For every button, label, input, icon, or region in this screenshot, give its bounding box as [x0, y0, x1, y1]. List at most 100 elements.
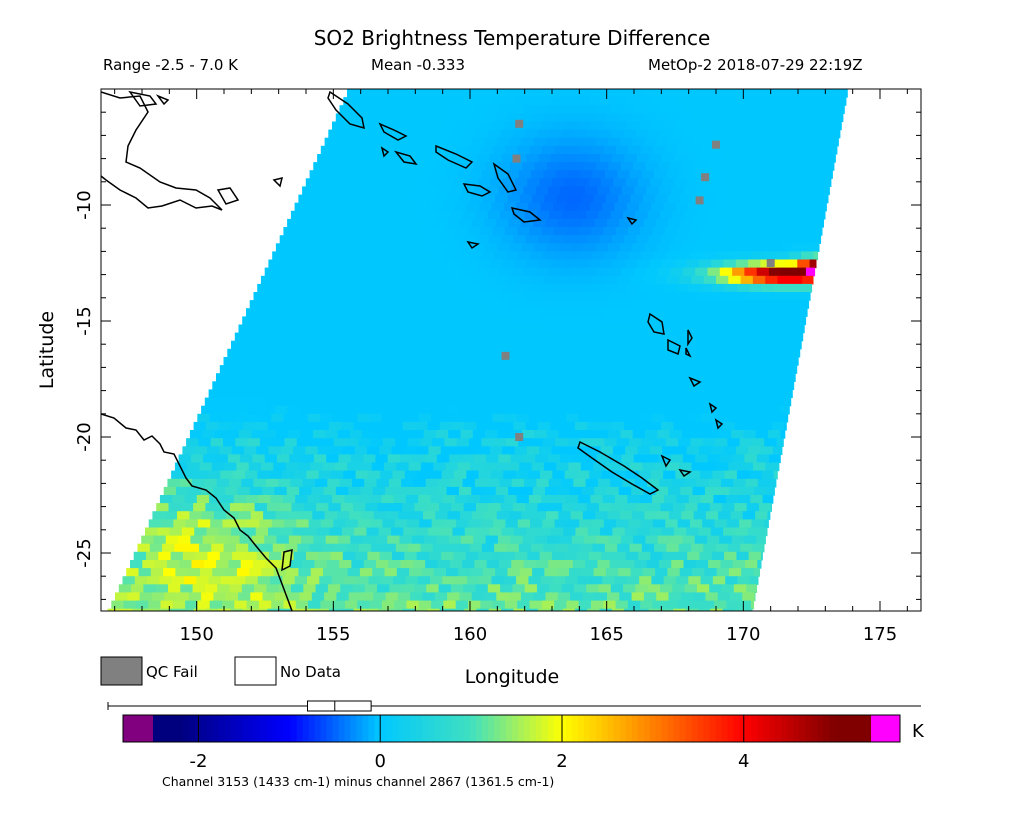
- heatmap-cell: [615, 413, 629, 423]
- heatmap-cell: [427, 340, 441, 350]
- coastline-new-guinea: [101, 91, 223, 211]
- heatmap-cell: [410, 324, 424, 334]
- heatmap-cell: [797, 259, 811, 269]
- heatmap-cell: [683, 105, 697, 114]
- heatmap-cell: [737, 389, 751, 399]
- heatmap-cell: [245, 576, 259, 585]
- heatmap-cell: [542, 332, 556, 342]
- heatmap-cell: [756, 454, 770, 464]
- heatmap-cell: [166, 560, 180, 569]
- heatmap-cell: [408, 543, 421, 553]
- heatmap-cell: [497, 162, 511, 171]
- heatmap-cell: [600, 527, 613, 537]
- heatmap-cell: [427, 421, 441, 431]
- heatmap-cell: [605, 381, 619, 390]
- heatmap-cell: [833, 154, 836, 163]
- heatmap-cell: [384, 381, 398, 390]
- heatmap-cell: [448, 243, 461, 252]
- range-text: Range -2.5 - 7.0 K: [103, 56, 238, 74]
- heatmap-cell: [700, 576, 714, 585]
- heatmap-cell: [507, 381, 521, 390]
- heatmap-cell: [683, 186, 697, 196]
- heatmap-cell: [455, 121, 468, 131]
- heatmap-cell: [555, 438, 568, 447]
- heatmap-cell: [503, 202, 517, 212]
- heatmap-cell: [474, 105, 488, 114]
- heatmap-cell: [540, 283, 553, 293]
- heatmap-cell: [478, 97, 492, 106]
- heatmap-cell: [503, 470, 517, 480]
- heatmap-cell: [729, 486, 743, 496]
- heatmap-cell: [814, 89, 828, 98]
- heatmap-cell: [356, 308, 370, 317]
- heatmap-cell: [292, 235, 305, 244]
- heatmap-cell: [157, 527, 171, 537]
- heatmap-cell: [465, 446, 479, 455]
- heatmap-cell: [679, 568, 693, 577]
- heatmap-cell: [496, 592, 510, 602]
- heatmap-cell: [370, 145, 383, 155]
- heatmap-cell: [482, 568, 496, 577]
- heatmap-cell: [456, 519, 470, 529]
- heatmap-cell: [777, 170, 790, 179]
- heatmap-cell: [705, 218, 719, 228]
- heatmap-cell: [779, 324, 793, 334]
- colorbar-segment: [847, 715, 854, 742]
- heatmap-cell: [199, 543, 212, 553]
- heatmap-cell: [435, 243, 449, 252]
- heatmap-cell: [597, 186, 611, 196]
- heatmap-cell: [439, 421, 453, 431]
- colorbar-segment: [392, 715, 399, 742]
- heatmap-cell: [328, 421, 342, 431]
- heatmap-cell: [286, 381, 299, 390]
- heatmap-cell: [708, 373, 721, 382]
- heatmap-cell: [815, 194, 828, 204]
- heatmap-cell: [209, 495, 222, 504]
- coastline-guadalcanal: [510, 206, 542, 223]
- heatmap-cell: [640, 332, 654, 342]
- heatmap-cell: [584, 348, 597, 358]
- heatmap-cell: [418, 121, 431, 131]
- heatmap-cell: [490, 283, 504, 293]
- heatmap-cell: [749, 283, 763, 293]
- heatmap-cell: [173, 519, 187, 529]
- heatmap-cell: [248, 543, 262, 553]
- heatmap-cell: [458, 194, 472, 204]
- heatmap-cell: [385, 218, 399, 228]
- heatmap-cell: [552, 97, 566, 106]
- heatmap-cell: [572, 267, 586, 277]
- heatmap-cell: [257, 283, 271, 293]
- heatmap-cell: [355, 283, 369, 293]
- heatmap-cell: [398, 324, 412, 334]
- heatmap-cell: [305, 178, 319, 187]
- heatmap-cell: [691, 543, 704, 553]
- heatmap-cell: [685, 421, 699, 431]
- colorbar-segment: [266, 715, 274, 742]
- heatmap-cell: [399, 535, 413, 545]
- heatmap-cell: [131, 584, 144, 593]
- heatmap-cell: [811, 202, 825, 212]
- heatmap-cell: [753, 462, 766, 472]
- colorbar-segment: [356, 715, 363, 742]
- heatmap-cell: [396, 381, 410, 390]
- heatmap-cell: [701, 308, 714, 317]
- heatmap-cell: [220, 470, 234, 480]
- heatmap-cell: [321, 170, 335, 179]
- heatmap-cell: [369, 308, 382, 317]
- heatmap-cell: [651, 121, 665, 131]
- heatmap-cell: [211, 543, 225, 553]
- heatmap-cell: [740, 89, 754, 98]
- heatmap-cell: [648, 235, 662, 244]
- heatmap-cell: [326, 454, 340, 464]
- heatmap-cell: [396, 89, 410, 98]
- colorbar-segment: [661, 715, 669, 742]
- heatmap-cell: [446, 486, 460, 496]
- heatmap-cell: [684, 584, 698, 593]
- colorbar-segment: [386, 715, 393, 742]
- heatmap-cell: [572, 560, 586, 569]
- y-axis-title: Latitude: [36, 311, 58, 389]
- heatmap-cell: [402, 503, 416, 512]
- heatmap-cell: [319, 308, 333, 317]
- heatmap-cell: [542, 438, 556, 447]
- heatmap-cell: [560, 105, 574, 114]
